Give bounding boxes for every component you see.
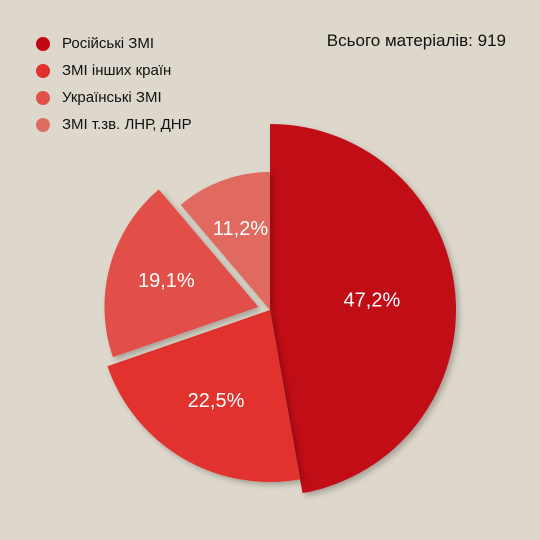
data-label: 47,2% — [344, 289, 401, 311]
legend-label: ЗМІ інших країн — [62, 62, 172, 79]
legend-item-other-countries-media: ЗМІ інших країн — [36, 57, 192, 84]
legend-swatch-lnr-dnr-media — [36, 117, 50, 132]
slice-other-countries-media — [107, 310, 301, 482]
legend-item-russian-media: Російські ЗМІ — [36, 30, 192, 57]
legend-item-lnr-dnr-media: ЗМІ т.зв. ЛНР, ДНР — [36, 111, 192, 138]
slice-russian-media — [270, 124, 456, 494]
chart-legend: Російські ЗМІ ЗМІ інших країн Українські… — [36, 30, 192, 138]
total-materials: Всього матеріалів: 919 — [326, 31, 506, 50]
legend-label: Українські ЗМІ — [62, 89, 162, 106]
data-label: 19,1% — [138, 270, 195, 292]
legend-swatch-ukrainian-media — [36, 90, 50, 105]
legend-label: ЗМІ т.зв. ЛНР, ДНР — [62, 116, 192, 133]
legend-item-ukrainian-media: Українські ЗМІ — [36, 84, 192, 111]
legend-swatch-other-countries-media — [36, 63, 50, 78]
legend-swatch-russian-media — [36, 36, 50, 51]
legend-label: Російські ЗМІ — [62, 35, 154, 52]
data-label: 22,5% — [188, 390, 245, 412]
data-label: 11,2% — [213, 218, 268, 240]
slice-lnr-dnr-media — [180, 172, 270, 310]
slice-ukrainian-media — [104, 189, 259, 358]
